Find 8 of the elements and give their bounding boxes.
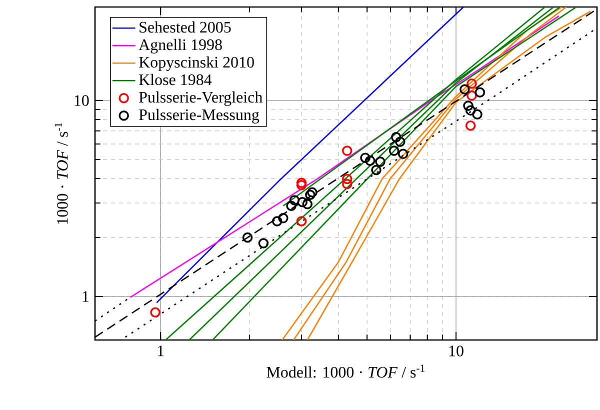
legend-label: Kopyscinski 2010 bbox=[139, 56, 254, 71]
y-axis-title: 1000 · TOF / s$^{-1}$ bbox=[54, 123, 68, 224]
legend-label: Klose 1984 bbox=[139, 74, 212, 86]
legend-label: Pulsserie-Messung bbox=[139, 108, 260, 124]
legend-label: Pulsserie-Vergleich bbox=[139, 91, 262, 106]
x-axis-title: Modell: 1000 · TOF / s$^{-1}$ bbox=[266, 364, 424, 378]
legend-label: Agnelli 1998 bbox=[138, 38, 222, 54]
legend-label: Sehested 2005 bbox=[140, 21, 231, 33]
